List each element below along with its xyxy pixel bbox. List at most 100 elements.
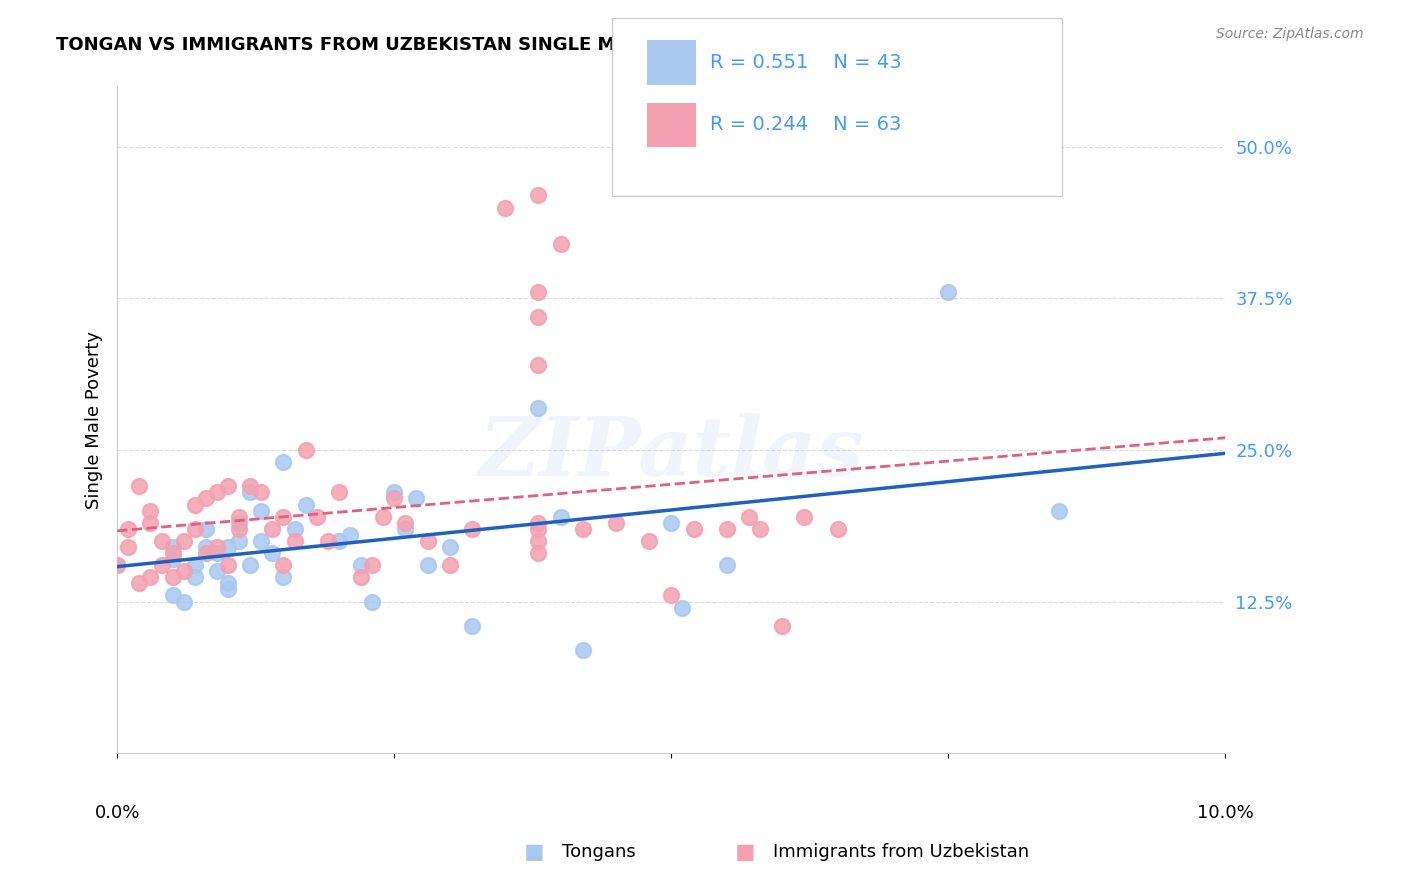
- Point: [262, 546, 284, 560]
- Point: [382, 485, 405, 500]
- Point: [139, 570, 162, 584]
- Point: [416, 558, 439, 573]
- Point: [273, 509, 295, 524]
- Point: [228, 509, 250, 524]
- Text: Tongans: Tongans: [562, 843, 636, 861]
- Y-axis label: Single Male Poverty: Single Male Poverty: [86, 331, 103, 508]
- Point: [527, 358, 550, 372]
- Point: [394, 516, 416, 530]
- Point: [461, 619, 484, 633]
- Point: [738, 509, 761, 524]
- Point: [283, 522, 305, 536]
- Point: [117, 540, 139, 554]
- Point: [382, 491, 405, 506]
- Point: [128, 576, 150, 591]
- Text: TONGAN VS IMMIGRANTS FROM UZBEKISTAN SINGLE MALE POVERTY CORRELATION CHART: TONGAN VS IMMIGRANTS FROM UZBEKISTAN SIN…: [56, 36, 973, 54]
- Point: [150, 533, 173, 548]
- Point: [350, 570, 373, 584]
- Point: [173, 533, 195, 548]
- Point: [184, 558, 207, 573]
- Text: Source: ZipAtlas.com: Source: ZipAtlas.com: [1216, 27, 1364, 41]
- Point: [150, 558, 173, 573]
- Point: [416, 533, 439, 548]
- Point: [162, 546, 184, 560]
- Point: [749, 522, 772, 536]
- Point: [162, 540, 184, 554]
- Point: [205, 564, 228, 578]
- Point: [1047, 503, 1070, 517]
- Point: [184, 498, 207, 512]
- Point: [250, 485, 273, 500]
- Point: [217, 582, 239, 597]
- Point: [770, 619, 793, 633]
- Point: [173, 564, 195, 578]
- Point: [527, 546, 550, 560]
- Point: [105, 558, 128, 573]
- Point: [217, 479, 239, 493]
- Point: [361, 594, 384, 608]
- Text: R = 0.244    N = 63: R = 0.244 N = 63: [710, 115, 901, 135]
- Point: [239, 558, 262, 573]
- Point: [228, 516, 250, 530]
- Point: [273, 455, 295, 469]
- Point: [228, 522, 250, 536]
- Point: [273, 558, 295, 573]
- Text: 0.0%: 0.0%: [94, 804, 139, 822]
- Point: [605, 516, 627, 530]
- Point: [239, 485, 262, 500]
- Point: [373, 509, 395, 524]
- Point: [638, 533, 661, 548]
- Point: [350, 558, 373, 573]
- Point: [305, 509, 328, 524]
- Point: [139, 503, 162, 517]
- Point: [527, 522, 550, 536]
- Point: [217, 540, 239, 554]
- Point: [405, 491, 427, 506]
- Point: [105, 558, 128, 573]
- Point: [716, 558, 738, 573]
- Text: Immigrants from Uzbekistan: Immigrants from Uzbekistan: [773, 843, 1029, 861]
- Point: [550, 236, 572, 251]
- Point: [361, 558, 384, 573]
- Point: [494, 201, 516, 215]
- Point: [394, 522, 416, 536]
- Point: [659, 516, 682, 530]
- Point: [439, 540, 461, 554]
- Point: [682, 522, 704, 536]
- Point: [250, 533, 273, 548]
- Point: [139, 516, 162, 530]
- Point: [217, 576, 239, 591]
- Point: [716, 522, 738, 536]
- Point: [205, 540, 228, 554]
- Point: [527, 401, 550, 415]
- Point: [162, 570, 184, 584]
- Text: R = 0.551    N = 43: R = 0.551 N = 43: [710, 53, 901, 72]
- Point: [527, 310, 550, 324]
- Point: [827, 522, 849, 536]
- Point: [571, 522, 593, 536]
- Point: [205, 546, 228, 560]
- Point: [262, 522, 284, 536]
- Point: [527, 533, 550, 548]
- Point: [273, 570, 295, 584]
- Point: [527, 188, 550, 202]
- Point: [439, 558, 461, 573]
- Point: [194, 491, 217, 506]
- Point: [194, 546, 217, 560]
- Point: [659, 589, 682, 603]
- Point: [217, 558, 239, 573]
- Text: ◼: ◼: [735, 840, 755, 863]
- Point: [316, 533, 339, 548]
- Point: [194, 522, 217, 536]
- Point: [527, 516, 550, 530]
- Point: [205, 485, 228, 500]
- Point: [328, 485, 350, 500]
- Point: [671, 600, 693, 615]
- Text: ZIPatlas: ZIPatlas: [478, 413, 865, 493]
- Point: [162, 552, 184, 566]
- Point: [294, 498, 316, 512]
- Text: ◼: ◼: [524, 840, 544, 863]
- Point: [194, 540, 217, 554]
- Point: [294, 442, 316, 457]
- Point: [173, 594, 195, 608]
